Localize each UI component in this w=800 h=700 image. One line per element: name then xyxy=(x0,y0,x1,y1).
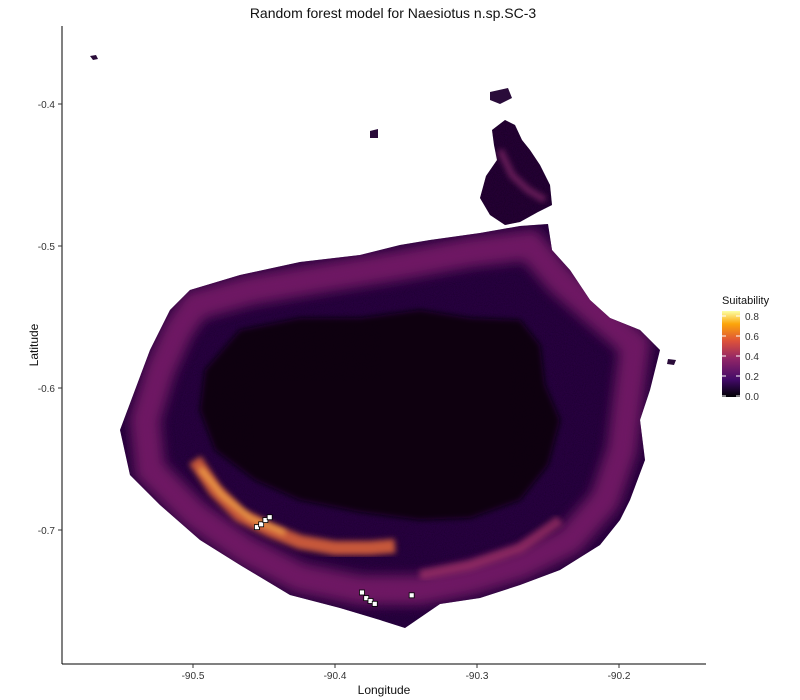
islet-north-1 xyxy=(490,88,512,104)
islet-north-2 xyxy=(370,129,378,138)
x-tick-label: -90.5 xyxy=(182,671,205,682)
islet-northwest xyxy=(90,55,98,60)
southwest-hotspot-core xyxy=(198,466,286,536)
occurrence-points xyxy=(253,514,415,607)
northeast-islet xyxy=(480,120,552,225)
occurrence-point xyxy=(359,589,365,596)
south-band xyxy=(419,515,563,580)
legend: Suitability 0.8 0.6 0.4 0.2 0.0 xyxy=(722,295,770,403)
y-tick-label: -0.6 xyxy=(38,384,56,395)
occurrence-point xyxy=(258,521,265,528)
legend-label: 0.8 xyxy=(745,312,759,323)
legend-title: Suitability xyxy=(722,295,770,307)
occurrence-point xyxy=(408,592,415,599)
map-raster xyxy=(90,55,676,628)
x-tick-label: -90.3 xyxy=(466,671,489,682)
coastal-ring xyxy=(129,229,651,605)
x-tick-label: -90.2 xyxy=(608,671,631,682)
occurrence-point xyxy=(266,514,273,521)
legend-label: 0.4 xyxy=(745,352,759,363)
legend-colorbar xyxy=(722,311,740,397)
x-tick-label: -90.4 xyxy=(324,671,347,682)
y-tick-label: -0.7 xyxy=(38,526,56,537)
axes: -0.4 -0.5 -0.6 -0.7 -90.5 -90.4 -90.3 -9… xyxy=(27,26,706,697)
y-tick-label: -0.4 xyxy=(38,100,56,111)
y-axis-title: Latitude xyxy=(27,323,41,366)
legend-label: 0.6 xyxy=(745,332,759,343)
interior-highlands xyxy=(200,310,560,520)
northeast-islet-glow xyxy=(496,148,547,204)
islet-east xyxy=(667,359,676,365)
legend-label: 0.0 xyxy=(745,392,759,403)
y-tick-label: -0.5 xyxy=(38,242,56,253)
occurrence-point xyxy=(371,600,378,607)
x-axis-title: Longitude xyxy=(358,683,411,697)
chart-title: Random forest model for Naesiotus n.sp.S… xyxy=(250,5,537,21)
legend-label: 0.2 xyxy=(745,372,759,383)
